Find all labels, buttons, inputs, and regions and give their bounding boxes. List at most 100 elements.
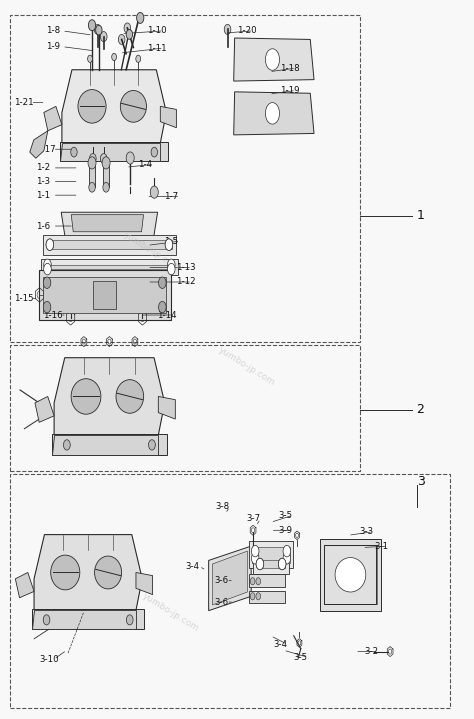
Text: 1-20: 1-20 xyxy=(237,27,256,35)
Circle shape xyxy=(165,239,173,250)
Bar xyxy=(43,234,175,255)
Text: yumbo-jp.com: yumbo-jp.com xyxy=(217,346,276,388)
Polygon shape xyxy=(158,396,175,419)
Polygon shape xyxy=(136,572,153,595)
Polygon shape xyxy=(209,546,251,610)
Polygon shape xyxy=(44,106,62,131)
Circle shape xyxy=(251,545,259,557)
Text: 1-14: 1-14 xyxy=(156,311,176,319)
Circle shape xyxy=(126,29,133,40)
Ellipse shape xyxy=(78,90,106,123)
Circle shape xyxy=(96,25,102,35)
Bar xyxy=(324,545,377,604)
Bar xyxy=(43,277,166,313)
Circle shape xyxy=(124,23,131,33)
Text: 3-3: 3-3 xyxy=(359,527,373,536)
Bar xyxy=(60,142,168,161)
Text: 3-5: 3-5 xyxy=(279,510,293,520)
Text: 3-9: 3-9 xyxy=(279,526,292,535)
Circle shape xyxy=(46,239,54,250)
Circle shape xyxy=(167,263,175,275)
Ellipse shape xyxy=(71,379,101,414)
Circle shape xyxy=(100,32,107,42)
Circle shape xyxy=(46,239,54,250)
Circle shape xyxy=(250,577,255,585)
Circle shape xyxy=(112,53,117,60)
Bar xyxy=(10,15,360,342)
Circle shape xyxy=(256,577,261,585)
Text: 3-1: 3-1 xyxy=(374,541,388,551)
Circle shape xyxy=(71,147,77,157)
Circle shape xyxy=(250,592,255,600)
Circle shape xyxy=(136,55,141,63)
Circle shape xyxy=(278,558,286,569)
Circle shape xyxy=(265,103,280,124)
Text: 1-15: 1-15 xyxy=(14,294,34,303)
Circle shape xyxy=(64,440,70,450)
Text: 3-5: 3-5 xyxy=(294,653,308,661)
Text: 1-1: 1-1 xyxy=(36,191,50,200)
Circle shape xyxy=(103,183,109,192)
Bar xyxy=(10,475,450,707)
Text: 3: 3 xyxy=(417,475,425,488)
Polygon shape xyxy=(60,143,160,161)
Bar xyxy=(248,541,293,568)
Text: 3-7: 3-7 xyxy=(246,514,261,523)
Bar xyxy=(93,280,117,309)
Ellipse shape xyxy=(335,557,366,592)
Circle shape xyxy=(126,152,134,164)
Circle shape xyxy=(43,301,51,313)
Circle shape xyxy=(167,259,175,270)
Ellipse shape xyxy=(51,555,80,590)
Text: 1-9: 1-9 xyxy=(46,42,60,51)
Circle shape xyxy=(283,552,291,564)
Text: yumbo-jp.com: yumbo-jp.com xyxy=(141,591,201,633)
Circle shape xyxy=(102,157,110,169)
Circle shape xyxy=(158,277,166,288)
Circle shape xyxy=(148,440,155,450)
Ellipse shape xyxy=(116,380,144,413)
Circle shape xyxy=(151,147,157,157)
Circle shape xyxy=(256,558,264,569)
Circle shape xyxy=(256,558,264,569)
Circle shape xyxy=(256,592,261,600)
Text: 3-2: 3-2 xyxy=(365,647,379,656)
Circle shape xyxy=(89,183,95,192)
Text: 1-16: 1-16 xyxy=(43,311,63,319)
Bar xyxy=(32,609,144,629)
Text: 1-11: 1-11 xyxy=(147,44,167,52)
Text: yumbo-jp.com: yumbo-jp.com xyxy=(122,231,182,273)
Polygon shape xyxy=(212,551,247,605)
Circle shape xyxy=(251,552,259,564)
Text: 1-10: 1-10 xyxy=(147,27,167,35)
Circle shape xyxy=(137,12,144,24)
Text: 1-6: 1-6 xyxy=(36,221,50,231)
Circle shape xyxy=(89,19,96,31)
Circle shape xyxy=(88,55,92,63)
Bar xyxy=(52,434,167,454)
Bar xyxy=(249,574,285,587)
Text: 1-13: 1-13 xyxy=(175,263,195,273)
Bar xyxy=(324,545,376,604)
Text: 3-8: 3-8 xyxy=(216,502,230,511)
Bar xyxy=(253,554,289,574)
Text: 1-8: 1-8 xyxy=(46,27,60,35)
Circle shape xyxy=(283,545,291,557)
Circle shape xyxy=(224,24,231,35)
Bar xyxy=(41,259,178,275)
Text: 1-2: 1-2 xyxy=(36,163,50,173)
Bar xyxy=(249,590,285,603)
Text: 1-21: 1-21 xyxy=(14,98,34,107)
Text: 3-10: 3-10 xyxy=(39,655,59,664)
Circle shape xyxy=(278,558,286,569)
Text: 2: 2 xyxy=(417,403,425,416)
Polygon shape xyxy=(54,358,164,435)
Text: 1-7: 1-7 xyxy=(164,192,178,201)
Polygon shape xyxy=(234,38,314,81)
Circle shape xyxy=(43,277,51,288)
Polygon shape xyxy=(34,535,142,610)
Circle shape xyxy=(90,154,96,164)
Text: 3-4: 3-4 xyxy=(185,562,199,571)
Circle shape xyxy=(94,24,101,35)
Circle shape xyxy=(43,615,50,625)
